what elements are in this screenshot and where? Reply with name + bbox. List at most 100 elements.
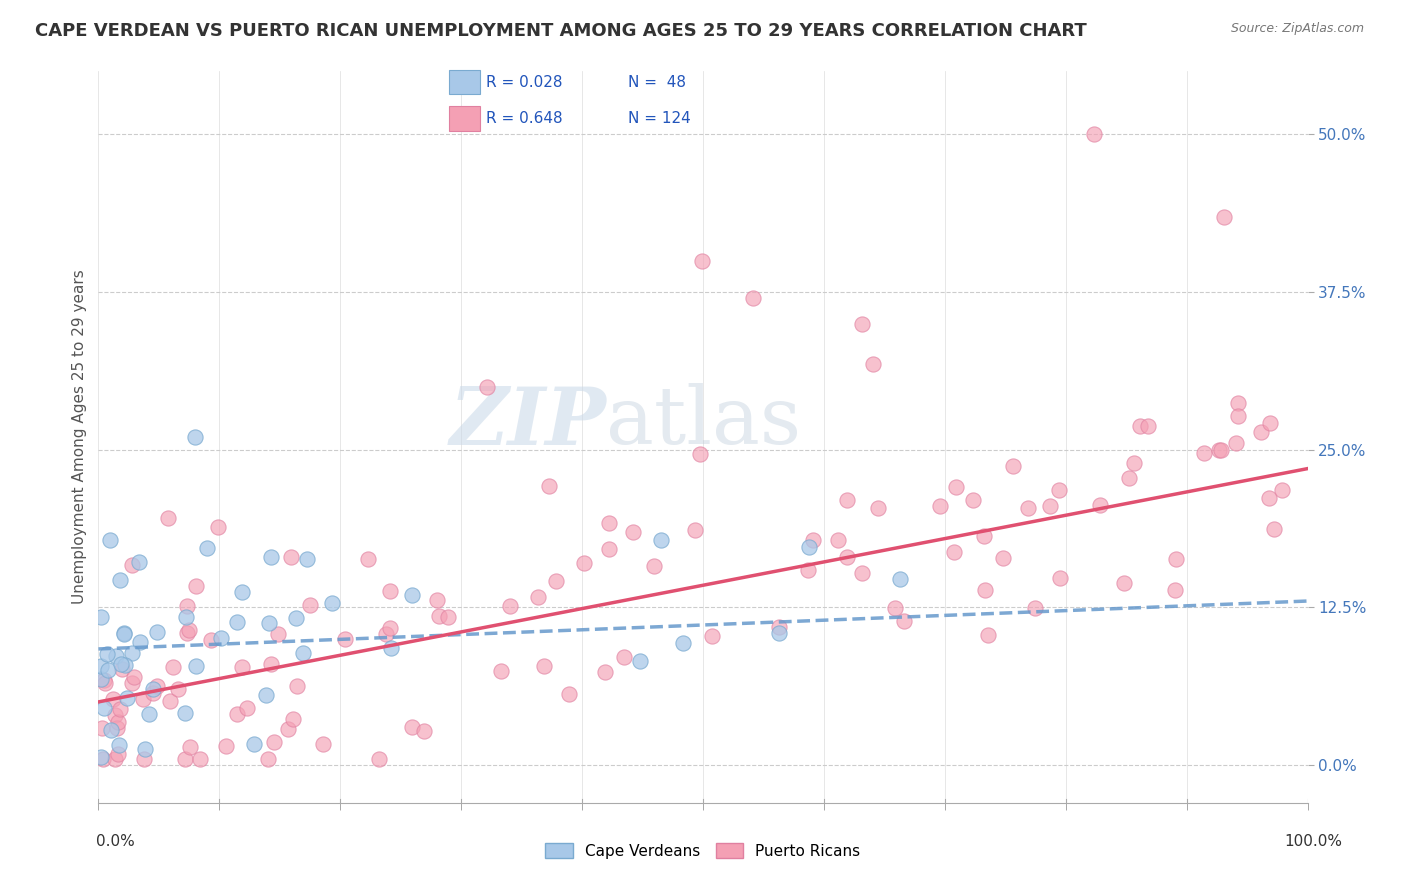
- Point: [90, 659, 112, 673]
- Point: [1039, 500, 1062, 514]
- Point: [621, 524, 644, 539]
- Point: [650, 533, 672, 547]
- Point: [797, 540, 820, 554]
- Point: [1001, 459, 1024, 474]
- Point: [257, 752, 280, 766]
- Point: [1263, 522, 1285, 536]
- Point: [835, 493, 858, 508]
- Point: [277, 722, 299, 736]
- Point: [375, 626, 398, 640]
- Point: [1271, 483, 1294, 497]
- Point: [689, 447, 711, 461]
- Point: [260, 549, 283, 564]
- Point: [797, 563, 820, 577]
- Point: [285, 679, 308, 693]
- Point: [426, 593, 449, 607]
- Point: [94, 675, 117, 690]
- Point: [117, 691, 139, 706]
- Bar: [449, 106, 479, 130]
- Point: [613, 650, 636, 665]
- Point: [866, 501, 889, 516]
- Point: [572, 556, 595, 570]
- Point: [209, 631, 232, 645]
- Point: [104, 752, 127, 766]
- Point: [1137, 419, 1160, 434]
- Point: [90, 609, 112, 624]
- Point: [107, 747, 129, 761]
- Point: [690, 253, 713, 268]
- Point: [598, 516, 620, 530]
- Point: [827, 533, 849, 547]
- Point: [851, 317, 873, 331]
- Point: [378, 621, 401, 635]
- Point: [132, 752, 155, 766]
- Point: [186, 579, 208, 593]
- Point: [889, 572, 911, 586]
- Point: [368, 752, 391, 766]
- Point: [643, 559, 665, 574]
- Point: [1123, 456, 1146, 470]
- Point: [1047, 483, 1070, 497]
- Point: [259, 616, 281, 631]
- Point: [142, 686, 165, 700]
- Point: [437, 610, 460, 624]
- Y-axis label: Unemployment Among Ages 25 to 29 years: Unemployment Among Ages 25 to 29 years: [72, 269, 87, 605]
- Point: [1017, 500, 1039, 515]
- Point: [110, 574, 132, 588]
- Point: [215, 739, 238, 753]
- Point: [260, 657, 283, 671]
- Point: [993, 551, 1015, 566]
- Point: [159, 694, 181, 708]
- Point: [184, 659, 207, 673]
- Point: [526, 590, 548, 604]
- Point: [243, 737, 266, 751]
- Point: [128, 634, 150, 648]
- Point: [263, 735, 285, 749]
- Point: [121, 558, 143, 572]
- Point: [475, 379, 498, 393]
- Point: [292, 646, 315, 660]
- Point: [413, 723, 436, 738]
- Text: Source: ZipAtlas.com: Source: ZipAtlas.com: [1230, 22, 1364, 36]
- Point: [943, 545, 966, 559]
- Point: [96, 647, 118, 661]
- Point: [112, 627, 135, 641]
- Point: [110, 657, 132, 671]
- Point: [598, 541, 620, 556]
- Point: [146, 679, 169, 693]
- Point: [131, 691, 153, 706]
- Point: [98, 533, 121, 547]
- Point: [122, 670, 145, 684]
- Point: [1225, 435, 1247, 450]
- Text: R = 0.648: R = 0.648: [486, 111, 562, 126]
- Point: [174, 706, 197, 721]
- Point: [231, 660, 253, 674]
- Point: [1112, 576, 1135, 591]
- Point: [1049, 571, 1071, 585]
- Point: [1164, 552, 1187, 566]
- Point: [104, 708, 127, 723]
- Point: [110, 662, 132, 676]
- Bar: [449, 70, 479, 95]
- Point: [107, 714, 129, 729]
- Point: [93, 673, 115, 688]
- Point: [1209, 442, 1232, 457]
- Point: [93, 701, 115, 715]
- Point: [108, 738, 131, 752]
- Point: [284, 610, 307, 624]
- Point: [90, 672, 112, 686]
- Point: [128, 555, 150, 569]
- Point: [231, 585, 253, 599]
- Point: [312, 737, 335, 751]
- Point: [1129, 418, 1152, 433]
- Point: [91, 752, 114, 766]
- Point: [112, 625, 135, 640]
- Point: [1208, 443, 1230, 458]
- Point: [207, 520, 229, 534]
- Point: [1024, 600, 1046, 615]
- Point: [1213, 211, 1236, 225]
- Point: [700, 629, 723, 643]
- Text: CAPE VERDEAN VS PUERTO RICAN UNEMPLOYMENT AMONG AGES 25 TO 29 YEARS CORRELATION : CAPE VERDEAN VS PUERTO RICAN UNEMPLOYMEN…: [35, 22, 1087, 40]
- Legend: Cape Verdeans, Puerto Ricans: Cape Verdeans, Puerto Ricans: [540, 837, 866, 864]
- Point: [281, 712, 304, 726]
